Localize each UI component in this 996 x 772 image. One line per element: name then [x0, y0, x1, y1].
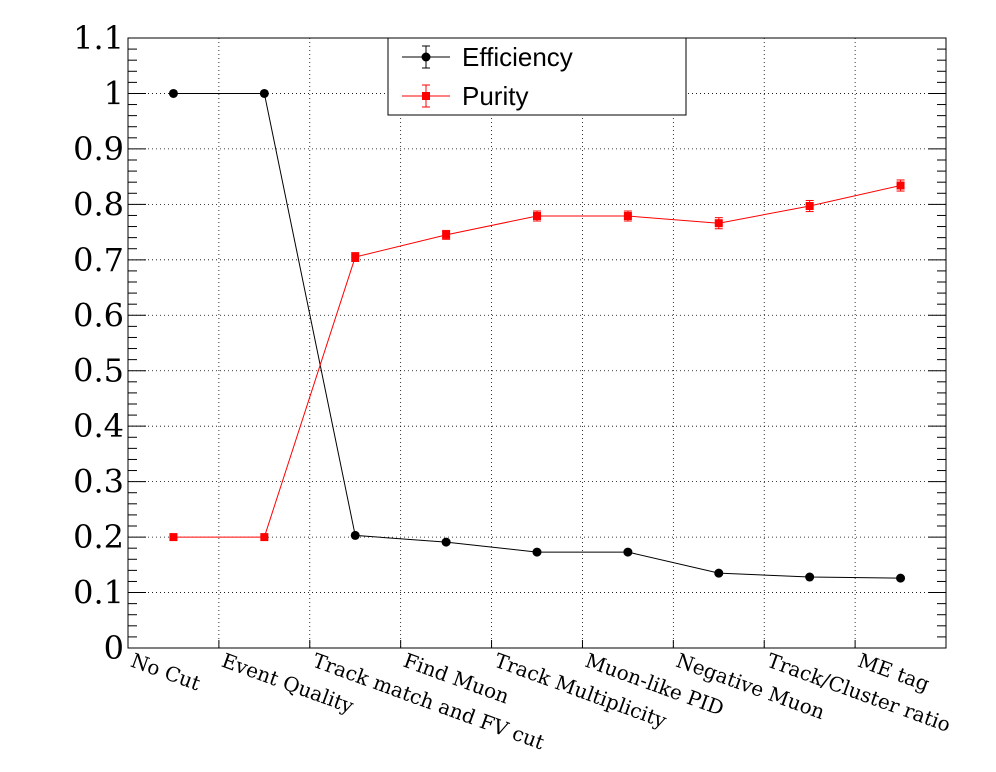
- series-line-purity: [173, 185, 901, 538]
- data-point-efficiency: [623, 547, 633, 557]
- y-tick-label: 0.7: [73, 241, 124, 279]
- data-point-efficiency: [532, 547, 542, 557]
- y-tick-label: 0.9: [73, 130, 124, 168]
- y-tick-label: 0.5: [73, 352, 124, 390]
- legend-label-purity: Purity: [462, 81, 528, 111]
- y-tick-label: 0.2: [73, 518, 124, 556]
- x-tick-label: No Cut: [128, 648, 204, 695]
- series-layer: [168, 88, 906, 583]
- data-point-purity: [260, 533, 269, 542]
- data-point-purity: [169, 533, 178, 542]
- y-tick-label: 0: [104, 629, 124, 667]
- legend-label-efficiency: Efficiency: [462, 42, 573, 72]
- data-point-efficiency: [350, 530, 360, 540]
- y-axis: 0 0.1 0.2 0.3 0.4 0.5 0.6 0.7 0.8 0.9 1 1.1: [73, 19, 946, 667]
- data-point-efficiency: [441, 537, 451, 547]
- data-point-purity: [442, 230, 451, 239]
- data-point-purity: [805, 202, 814, 211]
- data-point-purity: [896, 181, 905, 190]
- y-tick-label: 1.1: [73, 19, 124, 57]
- legend-entry-purity: Purity: [402, 81, 528, 111]
- series-line-efficiency: [173, 92, 901, 579]
- data-point-efficiency: [714, 568, 724, 578]
- data-point-efficiency: [259, 88, 269, 98]
- y-tick-label: 0.6: [73, 296, 124, 334]
- data-point-efficiency: [805, 572, 815, 582]
- y-tick-label: 0.8: [73, 185, 124, 223]
- data-point-efficiency: [896, 573, 906, 583]
- y-tick-label: 0.1: [73, 574, 124, 612]
- legend-marker-efficiency: [421, 52, 431, 62]
- data-point-efficiency: [168, 88, 178, 98]
- y-tick-label: 1: [104, 74, 124, 112]
- data-point-purity: [623, 212, 632, 221]
- data-point-purity: [714, 219, 723, 228]
- data-point-purity: [533, 212, 541, 221]
- legend-entry-efficiency: Efficiency: [402, 42, 573, 72]
- legend-box: [387, 37, 687, 116]
- y-tick-label: 0.3: [73, 463, 124, 501]
- legend-marker-purity: [422, 92, 430, 100]
- legend: Efficiency Purity: [387, 37, 687, 116]
- y-tick-label: 0.4: [73, 407, 124, 445]
- data-point-purity: [351, 253, 360, 262]
